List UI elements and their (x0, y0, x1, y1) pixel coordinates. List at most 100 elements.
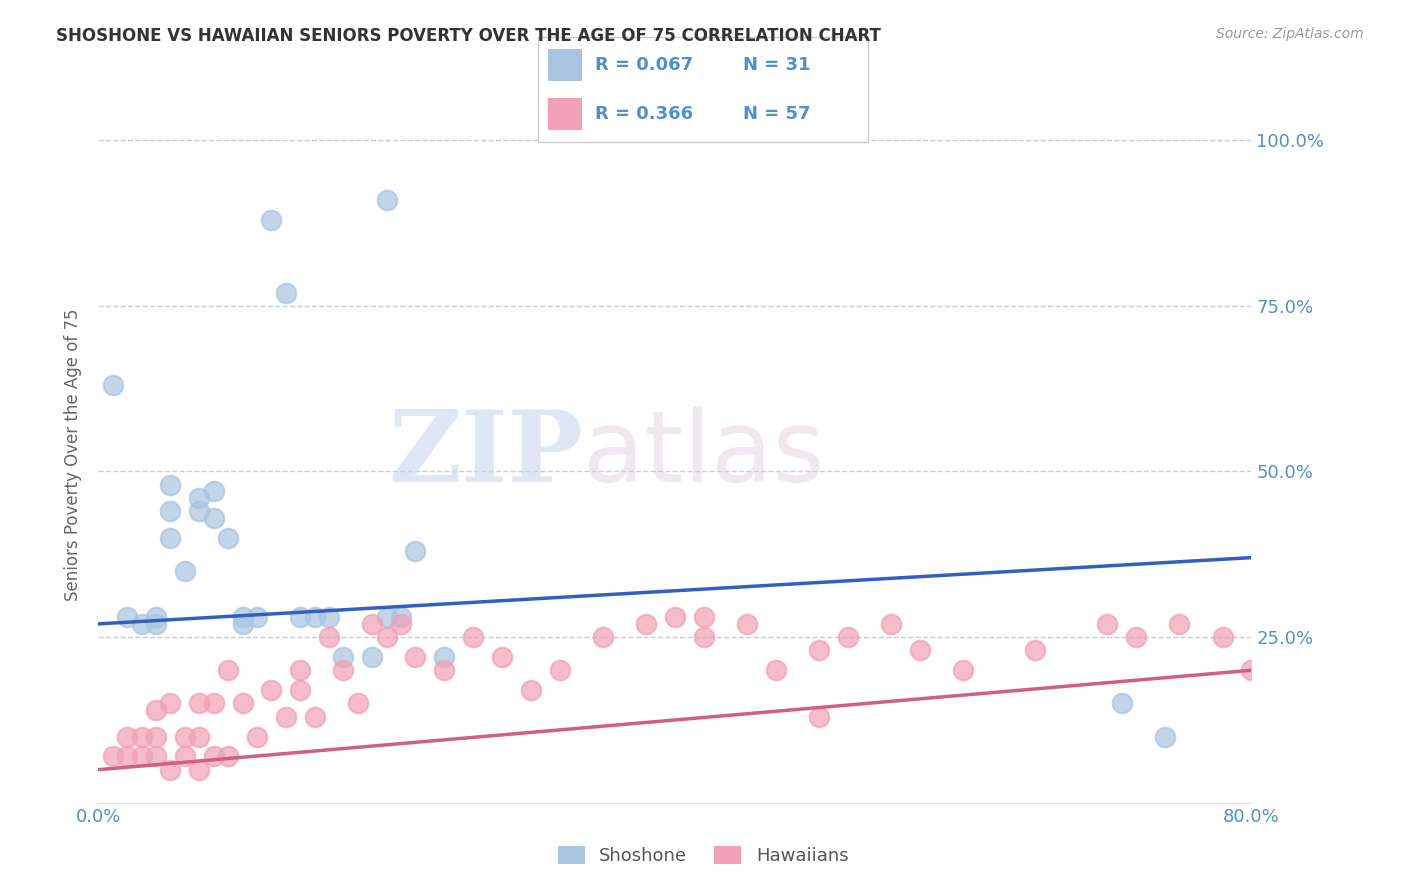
Point (520, 683, 543, 698)
FancyBboxPatch shape (548, 98, 582, 130)
Point (304, 709, 326, 723)
Point (145, 610, 167, 624)
Point (145, 749, 167, 764)
Point (159, 697, 181, 711)
Point (159, 531, 181, 545)
Point (880, 616, 903, 631)
Point (1153, 730, 1175, 744)
Point (375, 610, 398, 624)
Point (636, 616, 658, 631)
Point (101, 378, 124, 392)
FancyBboxPatch shape (537, 37, 869, 142)
Text: R = 0.366: R = 0.366 (595, 105, 693, 123)
Point (217, 663, 239, 677)
Point (231, 616, 254, 631)
Point (290, 663, 312, 677)
Point (101, 749, 124, 764)
Point (131, 616, 153, 631)
Point (217, 531, 239, 545)
Point (260, 683, 283, 698)
Text: ZIP: ZIP (388, 407, 582, 503)
Point (202, 697, 225, 711)
Point (131, 749, 153, 764)
Point (807, 643, 830, 657)
Point (461, 630, 484, 644)
Point (405, 544, 427, 558)
Point (952, 663, 974, 677)
Point (735, 616, 758, 631)
Point (318, 610, 340, 624)
Point (491, 650, 513, 665)
Point (693, 610, 716, 624)
Point (332, 650, 354, 665)
Point (346, 697, 368, 711)
Point (1212, 630, 1234, 644)
Point (1097, 616, 1119, 631)
Point (361, 616, 384, 631)
Point (1125, 630, 1147, 644)
Point (274, 285, 297, 300)
Text: SHOSHONE VS HAWAIIAN SENIORS POVERTY OVER THE AGE OF 75 CORRELATION CHART: SHOSHONE VS HAWAIIAN SENIORS POVERTY OVE… (56, 27, 882, 45)
Point (1240, 663, 1263, 677)
Point (433, 650, 456, 665)
FancyBboxPatch shape (548, 48, 582, 80)
Point (290, 610, 312, 624)
Point (231, 610, 254, 624)
Point (117, 610, 139, 624)
Point (246, 730, 269, 744)
Point (159, 477, 181, 491)
Point (433, 663, 456, 677)
Text: R = 0.067: R = 0.067 (595, 55, 693, 73)
Point (548, 663, 571, 677)
Point (145, 730, 167, 744)
Point (145, 616, 167, 631)
Point (290, 683, 312, 698)
Point (908, 643, 931, 657)
Text: N = 57: N = 57 (744, 105, 811, 123)
Point (361, 650, 384, 665)
Point (375, 193, 398, 207)
Point (246, 610, 269, 624)
Point (693, 630, 716, 644)
Point (1168, 616, 1191, 631)
Point (664, 610, 686, 624)
Point (304, 610, 326, 624)
Point (1111, 697, 1133, 711)
Point (188, 730, 211, 744)
Point (202, 511, 225, 525)
Point (174, 749, 197, 764)
Point (405, 650, 427, 665)
Point (765, 663, 787, 677)
Point (389, 616, 412, 631)
Y-axis label: Seniors Poverty Over the Age of 75: Seniors Poverty Over the Age of 75 (65, 309, 83, 601)
Point (231, 697, 254, 711)
Point (145, 703, 167, 717)
Point (117, 749, 139, 764)
Point (837, 630, 859, 644)
Point (217, 749, 239, 764)
Point (260, 212, 283, 227)
Point (807, 709, 830, 723)
Legend: Shoshone, Hawaiians: Shoshone, Hawaiians (548, 837, 858, 874)
Point (188, 504, 211, 518)
Point (188, 697, 211, 711)
Point (318, 630, 340, 644)
Point (174, 564, 197, 578)
Point (174, 730, 197, 744)
Point (1024, 643, 1046, 657)
Text: atlas: atlas (582, 407, 824, 503)
Point (159, 763, 181, 777)
Point (592, 630, 614, 644)
Point (375, 630, 398, 644)
Point (202, 484, 225, 499)
Point (159, 504, 181, 518)
Point (389, 610, 412, 624)
Point (117, 730, 139, 744)
Point (188, 763, 211, 777)
Point (202, 749, 225, 764)
Point (131, 730, 153, 744)
Point (332, 663, 354, 677)
Text: Source: ZipAtlas.com: Source: ZipAtlas.com (1216, 27, 1364, 41)
Point (274, 709, 297, 723)
Point (188, 491, 211, 505)
